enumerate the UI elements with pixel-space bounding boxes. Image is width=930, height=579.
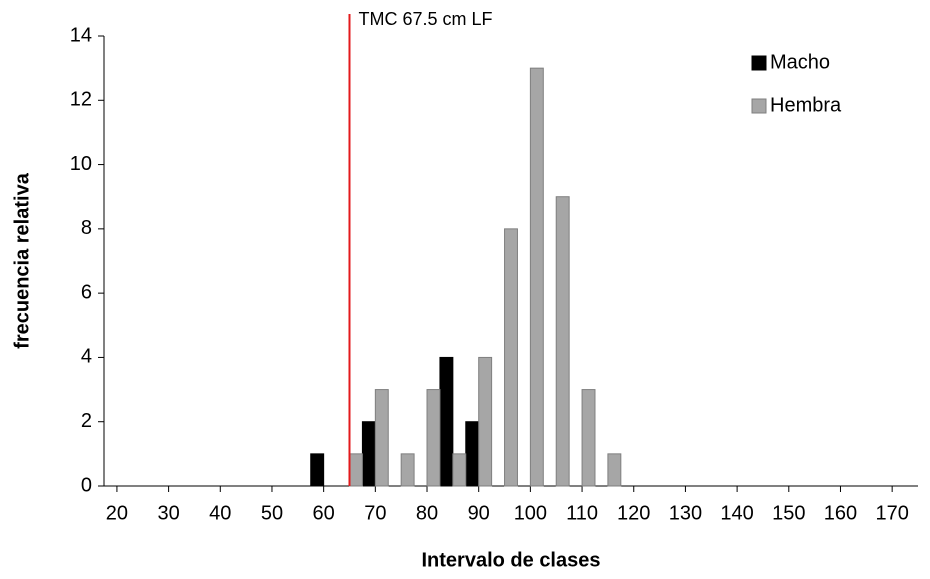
x-tick-label: 30 xyxy=(157,502,179,524)
y-tick-label: 0 xyxy=(81,474,92,496)
x-tick-label: 100 xyxy=(514,502,547,524)
bar xyxy=(555,196,570,487)
bar xyxy=(400,453,415,487)
y-tick-label: 10 xyxy=(70,153,92,175)
bar xyxy=(348,453,363,487)
x-tick-label: 60 xyxy=(313,502,335,524)
bar xyxy=(310,453,325,487)
y-axis-title: frecuencia relativa xyxy=(11,172,33,349)
bar xyxy=(361,421,376,487)
x-axis-title: Intervalo de clases xyxy=(422,549,601,571)
bar xyxy=(504,228,518,487)
x-tick-label: 150 xyxy=(772,502,805,524)
legend-swatch xyxy=(751,98,767,114)
x-tick-label: 40 xyxy=(209,502,231,524)
x-tick-label: 120 xyxy=(617,502,650,524)
annotation: TMC 67.5 cm LF xyxy=(358,9,492,29)
y-tick-label: 6 xyxy=(81,281,92,303)
bar xyxy=(465,421,480,487)
legend-label: Macho xyxy=(770,51,830,73)
x-tick-label: 170 xyxy=(875,502,908,524)
x-tick-label: 90 xyxy=(468,502,490,524)
bar xyxy=(426,389,441,487)
y-tick-label: 2 xyxy=(81,410,92,432)
y-tick-label: 12 xyxy=(70,89,92,111)
legend-label: Hembra xyxy=(770,94,842,116)
bar xyxy=(529,67,544,487)
legend-swatch xyxy=(751,55,767,71)
bar xyxy=(478,356,493,487)
x-tick-label: 50 xyxy=(261,502,283,524)
bar xyxy=(452,453,467,487)
x-tick-label: 140 xyxy=(720,502,753,524)
x-tick-label: 110 xyxy=(566,502,598,524)
y-tick-label: 14 xyxy=(70,24,92,46)
x-tick-label: 70 xyxy=(364,502,386,524)
x-tick-label: 160 xyxy=(824,502,857,524)
x-tick-label: 20 xyxy=(106,502,128,524)
y-tick-label: 4 xyxy=(81,346,92,368)
bar xyxy=(581,389,596,487)
y-tick-label: 8 xyxy=(81,217,92,239)
bar xyxy=(607,453,622,487)
x-tick-label: 130 xyxy=(669,502,702,524)
x-tick-label: 80 xyxy=(416,502,438,524)
bar xyxy=(374,389,389,487)
bar xyxy=(439,356,454,487)
